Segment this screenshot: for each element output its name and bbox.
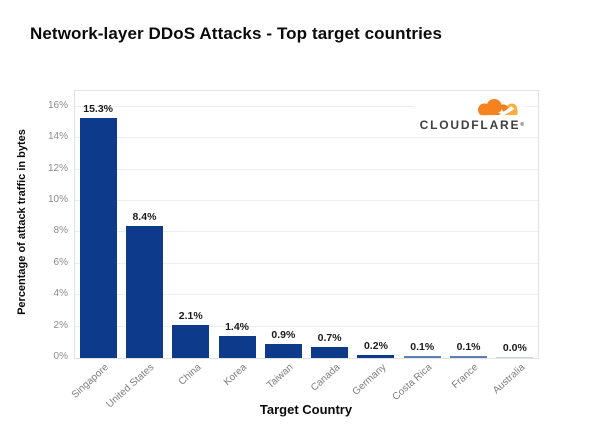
x-tick-label: China [176,362,204,388]
x-tick-label: Australia [490,362,528,397]
chart-title: Network-layer DDoS Attacks - Top target … [30,24,443,43]
bar-australia [496,357,534,358]
bar-canada [311,347,349,358]
gridline [75,168,538,170]
gridline [75,105,538,107]
x-tick-label: Costa Rica [390,362,435,403]
value-label: 0.1% [410,341,435,353]
bar-taiwan [264,344,302,358]
bar-china [172,325,210,358]
gridline [75,294,538,296]
bar-germany [357,355,395,358]
x-tick-label: Canada [308,362,343,394]
y-axis-title: Percentage of attack traffic in bytes [16,129,28,315]
gridline [75,137,538,139]
x-tick-label: Germany [350,362,389,398]
x-tick-label: Taiwan [265,362,296,392]
gridline [75,199,538,201]
gridline [75,325,538,327]
value-label: 2.1% [178,310,203,322]
value-label: 15.3% [83,103,114,115]
bar-france [450,356,488,358]
gridline [75,231,538,233]
cloudflare-cloud-icon [469,99,523,118]
plot-area: CLOUDFLARE® 15.3% 8.4% 2.1% 1.4% 0.9% 0.7% 0.2… [74,90,539,359]
y-tick-label: 12% [47,162,68,174]
value-label: 0.7% [317,332,342,344]
bar-singapore [79,118,117,358]
cloudflare-logo: CLOUDFLARE® [413,96,524,133]
value-label: 0.9% [271,329,296,341]
value-label: 0.0% [502,342,527,354]
y-tick-label: 2% [53,319,68,331]
cloudflare-wordmark: CLOUDFLARE® [420,119,524,131]
y-tick-label: 14% [47,131,68,143]
x-tick-label: Korea [222,362,250,389]
trademark-symbol-icon: ® [520,122,524,128]
y-tick-label: 10% [47,193,68,205]
y-tick-label: 0% [53,351,68,362]
y-tick-label: 16% [47,99,68,111]
cloudflare-wordmark-text: CLOUDFLARE [419,118,521,132]
y-tick-label: 6% [53,256,68,268]
bar-costa-rica [403,356,441,358]
value-label: 0.1% [456,341,481,353]
x-axis-title: Target Country [259,402,353,417]
x-tick-label: France [450,362,481,392]
bar-united-states [125,226,163,358]
x-tick-label: United States [104,362,157,411]
bar-korea [218,336,256,358]
x-tick-label: Singapore [69,362,111,401]
y-tick-label: 4% [53,288,68,300]
value-label: 1.4% [225,321,249,333]
y-tick-label: 8% [53,225,68,237]
gridline [75,262,538,264]
value-label: 0.2% [363,340,388,352]
value-label: 8.4% [132,211,157,223]
